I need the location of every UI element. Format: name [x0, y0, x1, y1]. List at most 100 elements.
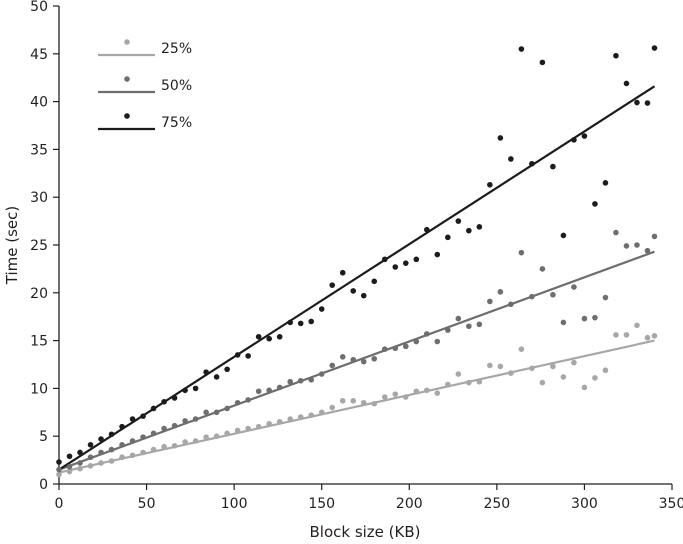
data-point-75pct	[245, 353, 251, 359]
data-point-25pct	[329, 404, 336, 411]
data-point-50pct	[402, 343, 409, 350]
data-point-25pct	[150, 446, 157, 453]
data-point-25pct	[434, 390, 441, 396]
data-point-50pct	[161, 425, 167, 432]
x-tick-label: 200	[396, 496, 423, 512]
data-point-75pct	[234, 352, 241, 358]
data-point-75pct	[308, 318, 315, 325]
data-point-25pct	[98, 460, 104, 466]
data-point-50pct	[56, 466, 62, 473]
data-point-75pct	[276, 333, 283, 340]
data-point-75pct	[476, 224, 483, 230]
y-tick-label: 0	[39, 477, 48, 493]
data-point-50pct	[476, 321, 483, 328]
data-point-25pct	[571, 359, 577, 366]
legend-label: 50%	[161, 78, 192, 94]
y-tick-label: 45	[30, 47, 48, 63]
data-point-25pct	[560, 374, 567, 380]
data-point-50pct	[529, 293, 535, 300]
data-point-50pct	[108, 446, 115, 453]
x-tick-label: 250	[483, 496, 510, 512]
data-point-50pct	[371, 355, 378, 362]
trend-line-25pct	[58, 339, 655, 474]
data-point-75pct	[98, 436, 104, 442]
data-point-50pct	[550, 291, 556, 298]
data-point-25pct	[602, 367, 609, 374]
data-point-50pct	[255, 388, 262, 395]
data-point-25pct	[108, 458, 115, 464]
data-point-25pct	[455, 371, 462, 377]
data-point-50pct	[360, 358, 367, 365]
data-point-50pct	[487, 298, 493, 305]
data-point-25pct	[445, 381, 451, 388]
data-point-75pct	[518, 46, 525, 52]
data-point-25pct	[508, 370, 514, 376]
data-point-25pct	[224, 430, 230, 437]
data-point-50pct	[98, 449, 104, 456]
data-point-25pct	[339, 398, 346, 404]
data-point-75pct	[381, 256, 388, 263]
data-point-25pct	[56, 471, 62, 478]
data-point-50pct	[560, 319, 567, 326]
data-point-25pct	[245, 425, 251, 432]
data-point-75pct	[329, 282, 336, 288]
data-point-75pct	[571, 137, 577, 143]
data-point-50pct	[203, 409, 209, 416]
data-point-50pct	[224, 405, 230, 412]
data-point-25pct	[192, 438, 199, 444]
data-point-75pct	[550, 163, 556, 170]
data-point-50pct	[424, 331, 430, 337]
data-point-75pct	[192, 385, 199, 392]
data-points	[56, 45, 658, 478]
data-point-50pct	[297, 377, 304, 384]
y-tick-label: 40	[30, 95, 48, 111]
data-point-75pct	[455, 218, 462, 224]
data-point-25pct	[161, 443, 167, 450]
data-point-25pct	[213, 433, 220, 440]
data-point-75pct	[424, 226, 430, 233]
data-point-50pct	[66, 463, 73, 470]
legend-marker	[124, 113, 130, 119]
data-point-25pct	[140, 449, 146, 456]
data-point-25pct	[87, 463, 94, 469]
data-point-25pct	[592, 375, 598, 381]
data-point-25pct	[129, 452, 136, 459]
data-point-75pct	[203, 369, 209, 375]
data-point-75pct	[613, 52, 619, 59]
y-tick-label: 20	[30, 286, 48, 302]
data-point-25pct	[539, 379, 546, 386]
data-point-25pct	[651, 333, 658, 339]
data-point-50pct	[466, 323, 472, 330]
data-point-25pct	[182, 439, 188, 445]
data-point-75pct	[602, 180, 609, 186]
data-point-75pct	[287, 319, 293, 326]
y-tick-label: 30	[30, 190, 48, 206]
data-point-25pct	[371, 400, 378, 407]
data-point-50pct	[350, 356, 357, 363]
data-point-75pct	[66, 453, 73, 460]
data-point-75pct	[466, 227, 472, 234]
data-point-50pct	[129, 438, 136, 444]
data-point-25pct	[171, 442, 178, 449]
data-point-75pct	[171, 395, 178, 401]
data-point-50pct	[602, 294, 609, 301]
data-point-50pct	[413, 338, 420, 345]
data-point-25pct	[203, 434, 209, 440]
data-point-75pct	[297, 320, 304, 327]
data-point-75pct	[371, 278, 378, 285]
data-point-75pct	[108, 431, 115, 438]
data-point-25pct	[613, 332, 619, 338]
data-point-25pct	[623, 332, 630, 338]
trend-line-75pct	[58, 85, 656, 471]
data-point-75pct	[487, 181, 493, 188]
data-point-75pct	[445, 234, 451, 241]
data-point-50pct	[508, 301, 514, 308]
legend-marker	[124, 39, 130, 45]
legend-marker	[124, 76, 130, 82]
data-point-75pct	[255, 333, 262, 340]
data-point-25pct	[276, 419, 283, 425]
data-point-50pct	[571, 284, 577, 290]
x-axis-title: Block size (KB)	[309, 523, 420, 541]
data-point-25pct	[360, 399, 367, 406]
